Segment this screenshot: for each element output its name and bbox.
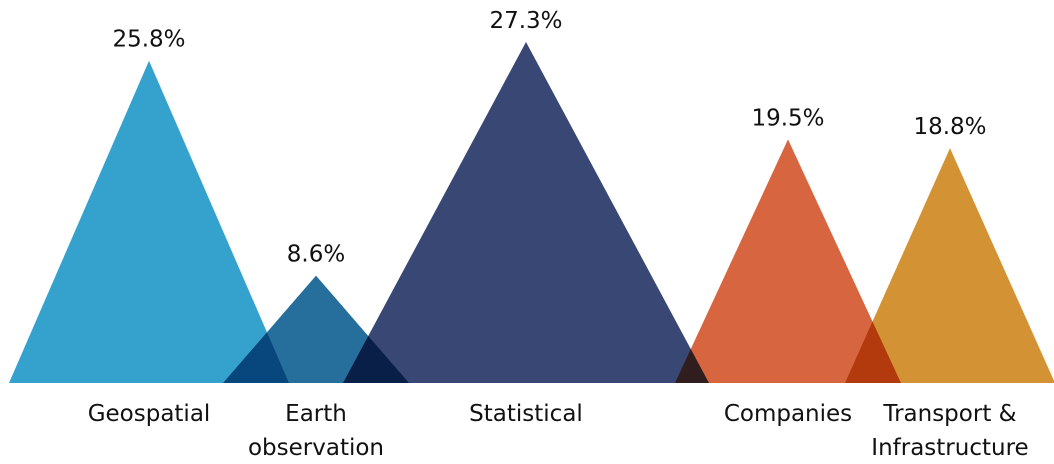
category-label-earth-observation: Earth observation [248, 401, 384, 461]
triangle-series [9, 42, 1054, 383]
category-label-companies: Companies [724, 401, 852, 427]
triangle-geospatial [9, 60, 289, 383]
category-label-transport-infrastructure: Transport & Infrastructure [871, 401, 1028, 461]
value-label-transport-infrastructure: 18.8% [913, 114, 986, 140]
category-label-statistical: Statistical [469, 401, 583, 427]
value-label-earth-observation: 8.6% [287, 242, 345, 268]
category-label-geospatial: Geospatial [88, 401, 211, 427]
triangle-transport-infrastructure [845, 148, 1054, 383]
triangle-companies [675, 139, 901, 383]
value-label-companies: 19.5% [751, 105, 824, 131]
value-label-statistical: 27.3% [489, 8, 562, 34]
category-labels: Geospatial Earth observation Statistical Com… [88, 401, 1029, 461]
value-label-geospatial: 25.8% [112, 27, 185, 53]
value-labels: 25.8% 8.6% 27.3% 19.5% 18.8% [112, 8, 986, 268]
triangle-statistical [343, 42, 709, 383]
